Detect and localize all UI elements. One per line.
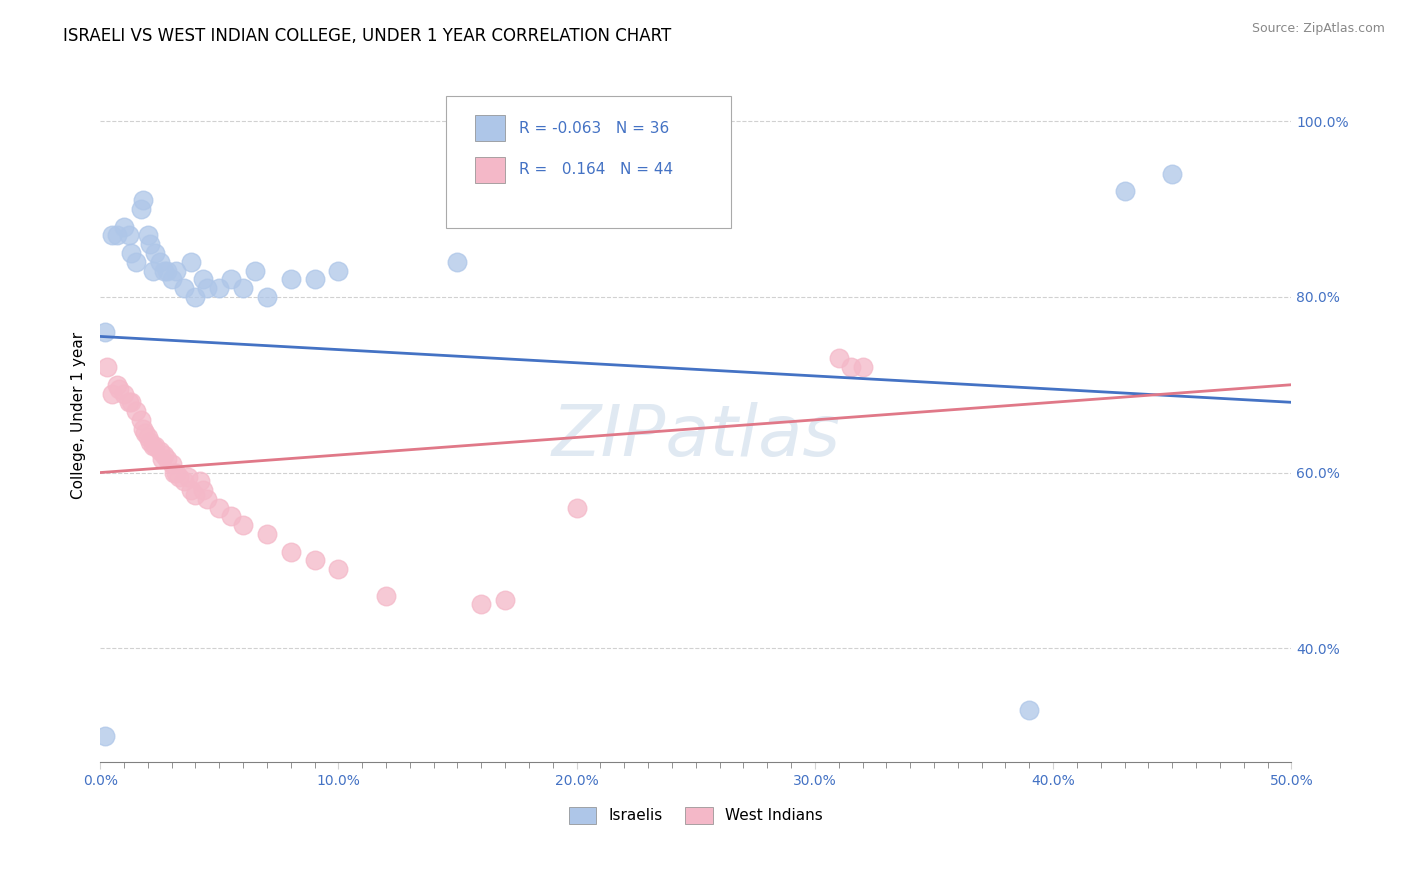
Point [173,281,195,295]
Point [446,254,468,268]
FancyBboxPatch shape [446,96,731,228]
Point [141,439,163,453]
Point [132,422,155,436]
Point [328,562,350,576]
Point [96,360,118,375]
Point [280,272,302,286]
Point [1018,703,1040,717]
Point [208,500,231,515]
Bar [475,157,505,183]
Text: R =   0.164   N = 44: R = 0.164 N = 44 [519,162,673,178]
Point [149,443,172,458]
Point [280,544,302,558]
Point [105,228,128,243]
Point [156,263,179,277]
Point [470,597,492,611]
Point [195,491,218,506]
Point [256,290,278,304]
Y-axis label: College, Under 1 year: College, Under 1 year [72,332,86,499]
Point [328,263,350,277]
Point [120,395,142,409]
Point [141,263,163,277]
Point [304,272,326,286]
Point [167,470,190,484]
Point [101,386,124,401]
Point [180,254,202,268]
Point [232,518,254,533]
Text: R = -0.063   N = 36: R = -0.063 N = 36 [519,120,669,136]
Point [839,360,862,375]
Point [129,202,152,216]
Point [160,272,183,286]
Point [191,483,214,497]
Point [304,553,326,567]
Point [153,448,176,462]
Point [149,254,172,268]
Point [134,425,156,440]
Point [256,527,278,541]
Point [851,360,873,375]
Point [191,272,214,286]
Point [184,290,207,304]
Point [118,395,141,409]
Point [136,228,159,243]
Point [195,281,218,295]
Point [153,263,176,277]
Text: ZIPatlas: ZIPatlas [551,401,841,471]
Point [160,457,183,471]
Point [219,509,242,524]
Point [188,475,211,489]
Point [494,593,516,607]
Point [94,729,117,743]
Point [1114,185,1136,199]
Text: ISRAELI VS WEST INDIAN COLLEGE, UNDER 1 YEAR CORRELATION CHART: ISRAELI VS WEST INDIAN COLLEGE, UNDER 1 … [63,27,672,45]
Bar [475,115,505,141]
Point [94,325,117,339]
Point [208,281,231,295]
Point [150,452,173,467]
Point [827,351,849,366]
Point [180,483,202,497]
Point [173,475,195,489]
Point [156,452,179,467]
Point [165,466,187,480]
Point [243,263,266,277]
Point [108,382,131,396]
Point [129,413,152,427]
Point [101,228,124,243]
Point [118,228,141,243]
Point [163,466,186,480]
Point [1161,167,1184,181]
Point [165,263,187,277]
Point [143,439,166,453]
Point [375,589,398,603]
Point [125,404,148,418]
Text: Source: ZipAtlas.com: Source: ZipAtlas.com [1251,22,1385,36]
Point [139,237,162,252]
Point [177,470,200,484]
Point [565,500,588,515]
Point [184,487,207,501]
Point [232,281,254,295]
Point [136,430,159,444]
Point [132,194,155,208]
Point [112,386,135,401]
Point [105,377,128,392]
Point [112,219,135,234]
Point [125,254,148,268]
Point [219,272,242,286]
Point [120,246,142,260]
Point [139,434,162,449]
Legend: Israelis, West Indians: Israelis, West Indians [568,806,823,824]
Point [143,246,166,260]
